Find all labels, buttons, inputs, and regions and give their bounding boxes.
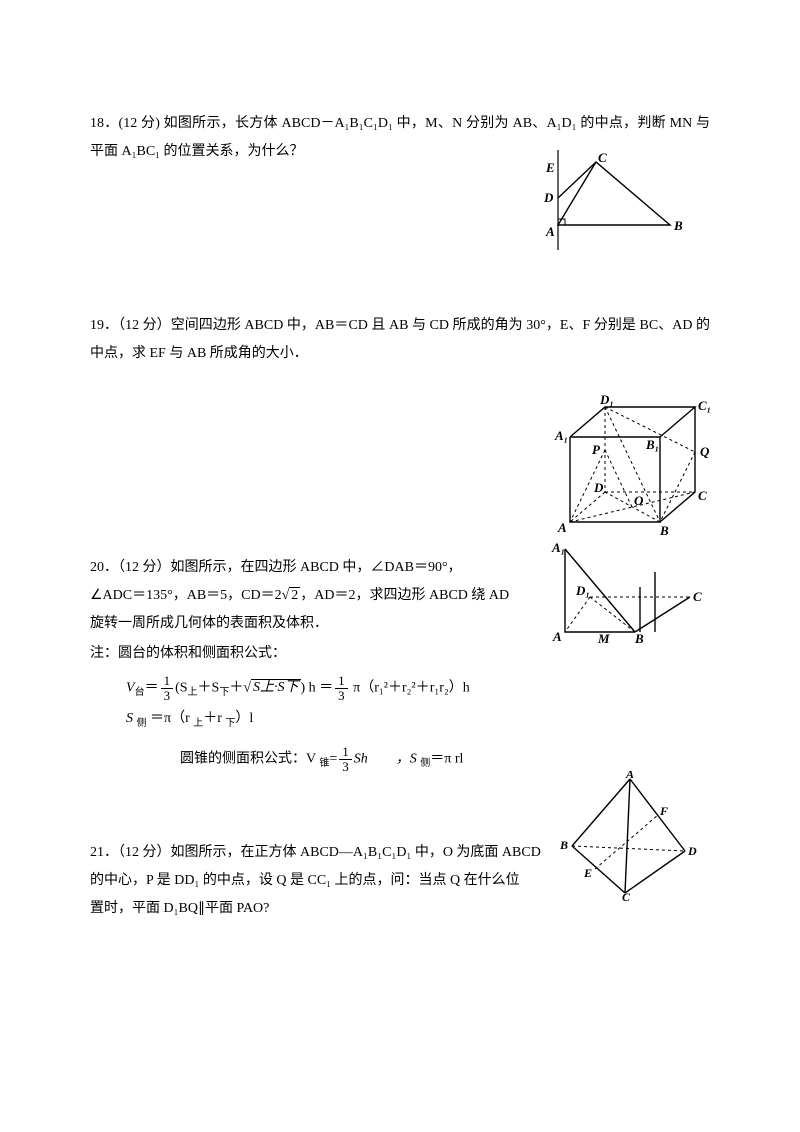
problem-20: 20．（12 分）如图所示，在四边形 ABCD 中，∠DAB＝90°， ∠ADC… (90, 554, 520, 773)
q19-cube-figure: D₁ C₁ A₁ B₁ P Q C D O A B (550, 392, 720, 542)
q20-line2: ∠ADC＝135°，AB＝5，CD＝2√2，AD＝2，求四边形 ABCD 绕 A… (90, 582, 520, 610)
svg-text:B: B (560, 838, 568, 852)
svg-text:B₁: B₁ (645, 437, 659, 452)
q20-formula-cone: 圆锥的侧面积公式：V 锥=13Sh ，S 侧＝π rl (180, 745, 520, 773)
q20-line3: 旋转一周所成几何体的表面积及体积． (90, 610, 520, 638)
svg-text:D: D (543, 190, 554, 205)
q21-line1: 21．（12 分）如图所示，在正方体 ABCD—A₁B₁C₁D₁ 中，O 为底面… (90, 839, 550, 867)
svg-text:C: C (698, 488, 707, 503)
svg-text:D: D (687, 844, 697, 858)
svg-text:M: M (597, 631, 610, 646)
svg-text:B: B (673, 218, 683, 233)
svg-text:E: E (545, 160, 555, 175)
problem-19: 19．（12 分）空间四边形 ABCD 中，AB＝CD 且 AB 与 CD 所成… (90, 312, 710, 368)
problem-18: 18．(12 分) 如图所示，长方体 ABCD－A₁B₁C₁D₁ 中，M、N 分… (90, 110, 710, 166)
svg-text:B: B (659, 523, 669, 538)
svg-text:A: A (545, 224, 555, 239)
q20-formula-frustum: V台＝13(S上＋S下＋√S上·S下) h ＝13 π（r₁²＋r₂²＋r₁r₂… (126, 674, 646, 702)
svg-text:C₁: C₁ (698, 398, 711, 413)
svg-text:C: C (598, 150, 607, 165)
q21-line2: 的中心，P 是 DD₁ 的中点，设 Q 是 CC₁ 上的点，问：当点 Q 在什么… (90, 867, 550, 895)
svg-text:A: A (625, 771, 634, 781)
svg-text:O: O (634, 493, 644, 508)
q19-text: 19．（12 分）空间四边形 ABCD 中，AB＝CD 且 AB 与 CD 所成… (90, 312, 710, 368)
q19-half-figure: A₁ D₁ C A M B (550, 537, 720, 647)
svg-text:A₁: A₁ (551, 540, 565, 555)
svg-text:A: A (552, 629, 562, 644)
q21-figure: A F B D E C (560, 771, 700, 901)
q20-line1: 20．（12 分）如图所示，在四边形 ABCD 中，∠DAB＝90°， (90, 554, 520, 582)
q18-figure: E C D A B (540, 150, 690, 250)
svg-text:B: B (634, 631, 644, 646)
svg-text:A: A (557, 520, 567, 535)
svg-text:E: E (583, 866, 592, 880)
svg-text:C: C (693, 589, 702, 604)
problem-21: A F B D E C 21．（12 分）如图所示，在正方体 ABCD—A₁B₁… (90, 839, 550, 923)
svg-text:C: C (622, 890, 631, 901)
q20-formula-frustum-s: S 侧 ＝π（r 上＋r 下）l (126, 708, 520, 731)
svg-text:F: F (659, 804, 668, 818)
svg-text:D₁: D₁ (599, 392, 614, 407)
svg-text:D₁: D₁ (575, 583, 590, 598)
q21-line3: 置时，平面 D₁BQ∥平面 PAO? (90, 895, 550, 923)
svg-text:A₁: A₁ (554, 428, 568, 443)
svg-text:D: D (593, 480, 604, 495)
svg-text:Q: Q (700, 444, 710, 459)
svg-text:P: P (592, 442, 601, 457)
q20-note: 注：圆台的体积和侧面积公式： (90, 640, 520, 668)
